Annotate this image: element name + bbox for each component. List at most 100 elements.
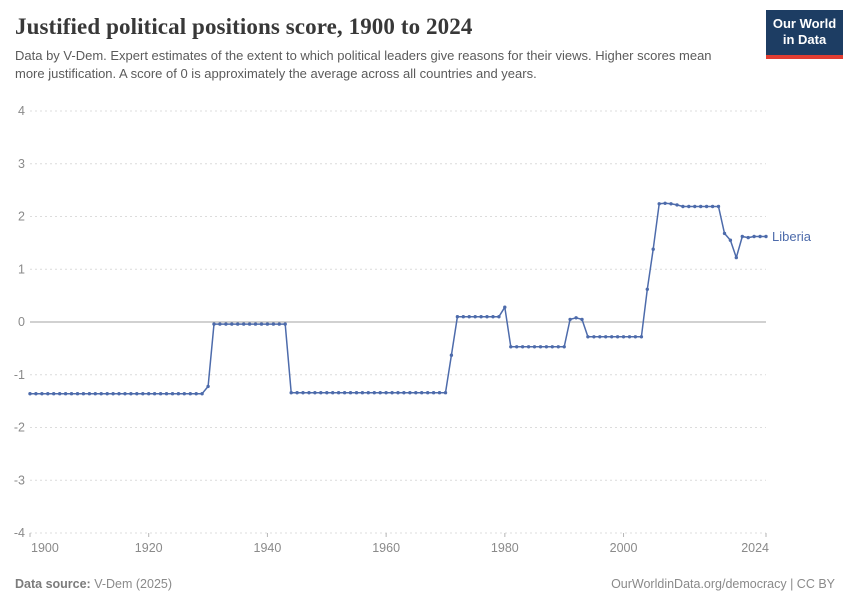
data-point[interactable] [247, 322, 252, 326]
data-point[interactable] [336, 391, 341, 395]
data-point[interactable] [615, 335, 620, 339]
data-point[interactable] [621, 335, 626, 339]
data-point[interactable] [348, 391, 353, 395]
data-point[interactable] [123, 392, 127, 396]
data-point[interactable] [331, 391, 335, 395]
data-point[interactable] [693, 204, 697, 209]
data-point[interactable] [147, 392, 151, 396]
data-point[interactable] [758, 234, 762, 239]
data-point[interactable] [105, 392, 109, 396]
series-entity-label[interactable]: Liberia [772, 229, 812, 244]
data-point[interactable] [449, 353, 454, 357]
data-point[interactable] [52, 392, 56, 396]
data-point[interactable] [129, 392, 133, 396]
data-point[interactable] [580, 317, 584, 322]
series-line[interactable] [30, 202, 766, 395]
data-point[interactable] [663, 201, 667, 205]
data-point[interactable] [319, 391, 323, 395]
data-point[interactable] [46, 392, 50, 396]
data-point[interactable] [627, 335, 632, 339]
data-point[interactable] [592, 335, 596, 339]
data-point[interactable] [461, 315, 465, 319]
data-point[interactable] [479, 315, 483, 319]
data-point[interactable] [515, 345, 519, 349]
data-point[interactable] [568, 317, 572, 322]
data-point[interactable] [574, 316, 578, 320]
data-point[interactable] [230, 322, 234, 326]
data-point[interactable] [135, 392, 139, 396]
data-point[interactable] [455, 315, 460, 319]
data-point[interactable] [716, 204, 721, 209]
data-point[interactable] [75, 392, 80, 396]
data-point[interactable] [485, 315, 489, 319]
data-point[interactable] [639, 335, 644, 339]
data-point[interactable] [550, 345, 554, 349]
data-point[interactable] [562, 345, 566, 349]
data-point[interactable] [313, 391, 317, 395]
data-point[interactable] [687, 204, 691, 209]
data-point[interactable] [164, 392, 169, 396]
data-point[interactable] [420, 391, 424, 395]
data-point[interactable] [752, 234, 756, 239]
data-point[interactable] [681, 204, 685, 209]
data-point[interactable] [390, 391, 394, 395]
data-point[interactable] [728, 238, 733, 242]
data-point[interactable] [307, 391, 311, 395]
data-point[interactable] [414, 391, 418, 395]
data-point[interactable] [544, 345, 549, 349]
data-point[interactable] [28, 392, 32, 396]
data-point[interactable] [40, 392, 44, 396]
data-point[interactable] [491, 315, 495, 319]
data-point[interactable] [443, 391, 448, 395]
data-point[interactable] [218, 322, 222, 326]
data-point[interactable] [212, 322, 216, 326]
data-point[interactable] [277, 322, 281, 326]
data-point[interactable] [657, 202, 661, 206]
data-point[interactable] [710, 204, 715, 209]
data-point[interactable] [325, 391, 329, 395]
data-point[interactable] [206, 384, 210, 389]
data-point[interactable] [176, 392, 181, 396]
data-point[interactable] [473, 315, 477, 319]
data-point[interactable] [295, 391, 299, 395]
data-point[interactable] [699, 204, 703, 209]
data-point[interactable] [586, 335, 590, 339]
data-point[interactable] [467, 315, 471, 319]
data-point[interactable] [366, 391, 370, 395]
data-point[interactable] [722, 231, 727, 236]
data-point[interactable] [651, 247, 655, 251]
data-point[interactable] [538, 345, 543, 349]
data-point[interactable] [360, 391, 365, 395]
data-point[interactable] [633, 335, 638, 339]
data-point[interactable] [604, 335, 608, 339]
owid-logo[interactable]: Our World in Data [766, 10, 843, 59]
data-point[interactable] [354, 391, 359, 395]
data-point[interactable] [283, 322, 287, 326]
data-point[interactable] [431, 391, 436, 395]
data-point[interactable] [265, 322, 270, 326]
data-point[interactable] [200, 392, 204, 396]
data-point[interactable] [342, 391, 347, 395]
data-point[interactable] [675, 203, 679, 207]
data-point[interactable] [152, 392, 157, 396]
data-point[interactable] [182, 392, 186, 396]
data-point[interactable] [610, 335, 614, 339]
data-point[interactable] [81, 392, 86, 396]
data-point[interactable] [117, 392, 121, 396]
data-point[interactable] [93, 392, 98, 396]
data-point[interactable] [111, 392, 115, 396]
data-point[interactable] [63, 392, 68, 396]
data-point[interactable] [520, 345, 525, 349]
data-point[interactable] [141, 392, 145, 396]
data-point[interactable] [224, 322, 228, 326]
data-point[interactable] [509, 345, 513, 349]
data-point[interactable] [532, 345, 537, 349]
data-point[interactable] [236, 322, 240, 326]
data-point[interactable] [746, 235, 750, 240]
data-point[interactable] [378, 391, 382, 395]
data-point[interactable] [503, 305, 507, 309]
data-point[interactable] [734, 255, 738, 260]
data-point[interactable] [526, 345, 531, 349]
data-point[interactable] [372, 391, 376, 395]
